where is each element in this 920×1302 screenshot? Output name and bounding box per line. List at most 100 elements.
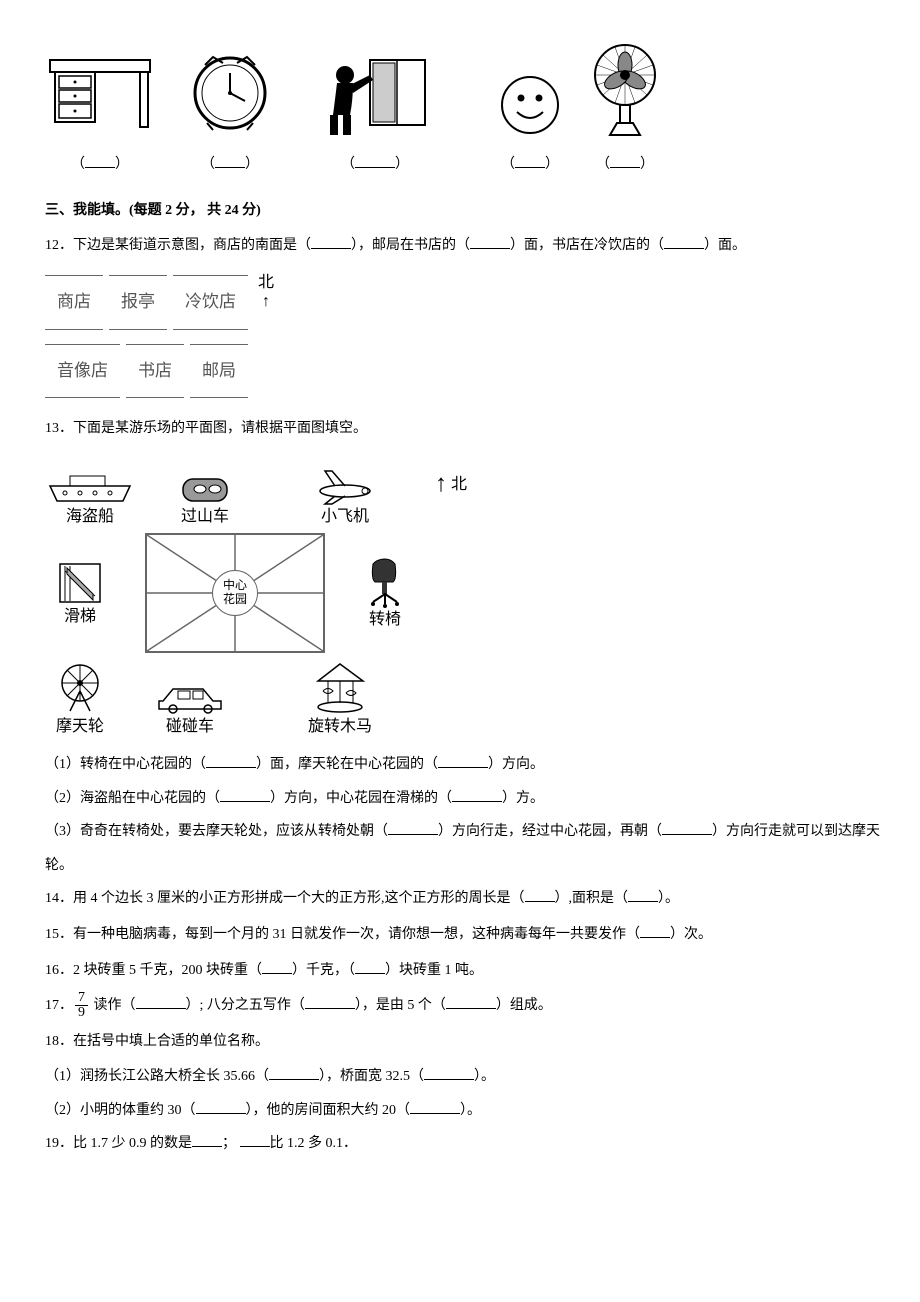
north-label-2: 北 bbox=[451, 466, 467, 504]
q18-sub1-prefix: （1）润扬长江公路大桥全长 35.66（ bbox=[45, 1069, 269, 1084]
paren-2: （） bbox=[185, 148, 275, 182]
q13-sub2: （2）海盗船在中心花园的（）方向，中心花园在滑梯的（）方。 bbox=[45, 782, 880, 816]
question-14: 14．用 4 个边长 3 厘米的小正方形拼成一个大的正方形,这个正方形的周长是（… bbox=[45, 882, 880, 916]
street-map: 商店 报亭 冷饮店 音像店 书店 邮局 bbox=[45, 275, 248, 399]
fan-item bbox=[585, 40, 665, 140]
q14-suffix: ）。 bbox=[658, 891, 679, 906]
roller-coaster: 过山车 bbox=[165, 471, 245, 528]
paren-3: （） bbox=[315, 148, 435, 182]
question-17: 17．79 读作（ ）; 八分之五写作（ ），是由 5 个（ ）组成。 bbox=[45, 989, 880, 1023]
bumper-car-icon bbox=[153, 681, 228, 716]
question-13: 13．下面是某游乐场的平面图，请根据平面图填空。 bbox=[45, 412, 880, 446]
question-16: 16．2 块砖重 5 千克，200 块砖重（ ）千克，（ ）块砖重 1 吨。 bbox=[45, 954, 880, 988]
north-arrow-2: ↑ bbox=[435, 456, 447, 514]
q19-mid: ； bbox=[222, 1136, 240, 1151]
q13-sub1-prefix: （1）转椅在中心花园的（ bbox=[45, 757, 206, 772]
question-18: 18．在括号中填上合适的单位名称。 bbox=[45, 1025, 880, 1059]
fan-icon bbox=[585, 40, 665, 140]
pirate-ship: 海盗船 bbox=[45, 471, 135, 528]
ferris-wheel: 摩天轮 bbox=[45, 661, 115, 738]
q15-suffix: ）次。 bbox=[670, 927, 712, 942]
pirate-ship-label: 海盗船 bbox=[66, 506, 114, 528]
q18-sub2: （2）小明的体重约 30（ ），他的房间面积大约 20（ ）。 bbox=[45, 1094, 880, 1128]
map-cell-newsstand: 报亭 bbox=[109, 275, 167, 330]
ferris-wheel-label: 摩天轮 bbox=[56, 716, 104, 738]
question-12: 12．下边是某街道示意图，商店的南面是（ ），邮局在书店的（ ）面，书店在冷饮店的（… bbox=[45, 229, 880, 263]
q17-suffix: ）组成。 bbox=[496, 998, 552, 1013]
q17-after-frac: 读作（ bbox=[90, 998, 136, 1013]
question-19: 19．比 1.7 少 0.9 的数是 ； 比 1.2 多 0.1． bbox=[45, 1127, 880, 1161]
q14-mid: ）,面积是（ bbox=[555, 891, 629, 906]
q19-suffix: 比 1.2 多 0.1． bbox=[270, 1136, 358, 1151]
q13-sub3-mid: ）方向行走，经过中心花园，再朝（ bbox=[438, 824, 662, 839]
north-marker-1: 北 ↑ bbox=[258, 273, 274, 311]
q13-sub2-suffix: ）方。 bbox=[502, 791, 544, 806]
carousel: 旋转木马 bbox=[295, 661, 385, 738]
center-garden-label: 中心 花园 bbox=[212, 570, 258, 616]
desk-item bbox=[45, 50, 155, 140]
q18-sub2-mid: ），他的房间面积大约 20（ bbox=[246, 1103, 411, 1118]
q16-mid: ）千克，（ bbox=[292, 963, 355, 978]
watch-item bbox=[185, 45, 275, 140]
q12-mid2: ）面，书店在冷饮店的（ bbox=[510, 238, 664, 253]
center-line2: 花园 bbox=[223, 593, 247, 606]
q18-sub2-prefix: （2）小明的体重约 30（ bbox=[45, 1103, 196, 1118]
north-arrow-1: ↑ bbox=[262, 292, 270, 311]
map-cell-shop: 商店 bbox=[45, 275, 103, 330]
fraction-7-9: 79 bbox=[75, 991, 88, 1020]
q12-mid1: ），邮局在书店的（ bbox=[351, 238, 470, 253]
park-map: 海盗船 过山车 小飞机 ↑ 北 bbox=[45, 456, 880, 738]
bumper-car: 碰碰车 bbox=[145, 681, 235, 738]
q16-prefix: 16．2 块砖重 5 千克，200 块砖重（ bbox=[45, 963, 262, 978]
q18-sub1-mid: ），桥面宽 32.5（ bbox=[319, 1069, 424, 1084]
map-cell-drinks: 冷饮店 bbox=[173, 275, 248, 330]
airplane: 小飞机 bbox=[305, 466, 385, 528]
smiley-icon bbox=[495, 70, 565, 140]
frac-num: 7 bbox=[75, 991, 88, 1006]
q13-sub1-suffix: ）方向。 bbox=[488, 757, 544, 772]
center-line1: 中心 bbox=[223, 579, 247, 592]
roller-coaster-icon bbox=[175, 471, 235, 506]
q15-prefix: 15．有一种电脑病毒，每到一个月的 31 日就发作一次，请你想一想，这种病毒每年… bbox=[45, 927, 640, 942]
north-label-1: 北 bbox=[258, 273, 274, 292]
swivel-chair-label: 转椅 bbox=[369, 609, 401, 631]
q13-sub1: （1）转椅在中心花园的（ ）面，摩天轮在中心花园的（ ）方向。 bbox=[45, 748, 880, 782]
q19-prefix: 19．比 1.7 少 0.9 的数是 bbox=[45, 1136, 192, 1151]
ferris-wheel-icon bbox=[55, 661, 105, 716]
person-window-icon bbox=[315, 55, 435, 140]
swivel-chair-icon bbox=[363, 554, 408, 609]
map-cell-bookstore: 书店 bbox=[126, 344, 184, 399]
q13-sub1-mid: ）面，摩天轮在中心花园的（ bbox=[256, 757, 438, 772]
carousel-icon bbox=[313, 661, 368, 716]
q17-mid2: ），是由 5 个（ bbox=[355, 998, 446, 1013]
slide-icon bbox=[55, 556, 105, 606]
q17-mid1: ）; 八分之五写作（ bbox=[186, 998, 305, 1013]
paren-row: （） （） （） （） （） bbox=[45, 148, 880, 182]
roller-coaster-label: 过山车 bbox=[181, 506, 229, 528]
swivel-chair: 转椅 bbox=[355, 554, 415, 631]
q18-sub2-suffix: ）。 bbox=[460, 1103, 481, 1118]
person-window-item bbox=[315, 55, 435, 140]
map-cell-post: 邮局 bbox=[190, 344, 248, 399]
q12-suffix: ）面。 bbox=[704, 238, 746, 253]
map-cell-av: 音像店 bbox=[45, 344, 120, 399]
q18-sub1-suffix: ）。 bbox=[474, 1069, 495, 1084]
pirate-ship-icon bbox=[45, 471, 135, 506]
q16-suffix: ）块砖重 1 吨。 bbox=[385, 963, 483, 978]
center-garden: 中心 花园 bbox=[145, 533, 325, 653]
q17-prefix: 17． bbox=[45, 998, 73, 1013]
north-marker-2: ↑ 北 bbox=[435, 456, 467, 514]
paren-5: （） bbox=[585, 148, 665, 182]
carousel-label: 旋转木马 bbox=[308, 716, 372, 738]
paren-1: （） bbox=[45, 148, 155, 182]
q13-sub2-prefix: （2）海盗船在中心花园的（ bbox=[45, 791, 220, 806]
airplane-icon bbox=[310, 466, 380, 506]
bumper-car-label: 碰碰车 bbox=[166, 716, 214, 738]
question-15: 15．有一种电脑病毒，每到一个月的 31 日就发作一次，请你想一想，这种病毒每年… bbox=[45, 918, 880, 952]
image-row bbox=[45, 40, 880, 140]
q12-prefix: 12．下边是某街道示意图，商店的南面是（ bbox=[45, 238, 311, 253]
airplane-label: 小飞机 bbox=[321, 506, 369, 528]
slide: 滑梯 bbox=[45, 556, 115, 628]
smiley-item bbox=[495, 70, 565, 140]
paren-4: （） bbox=[495, 148, 565, 182]
